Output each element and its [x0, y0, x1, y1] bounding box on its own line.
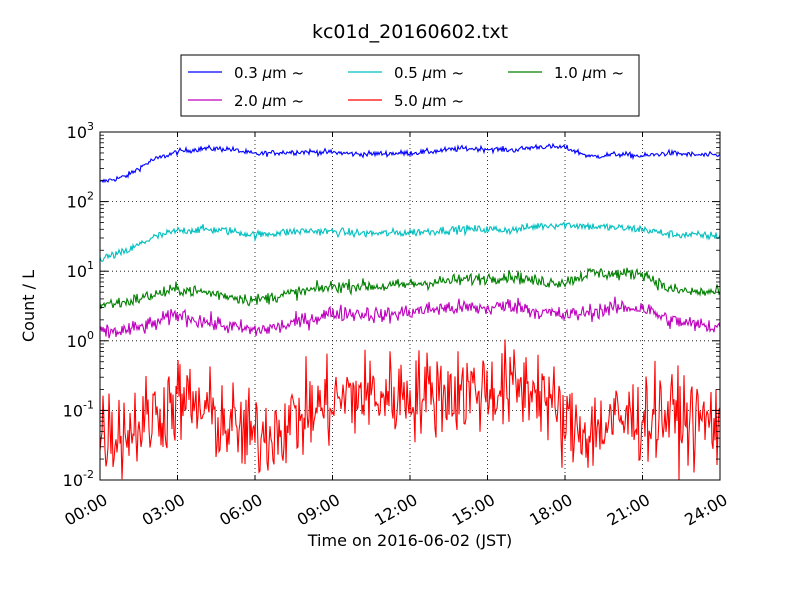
- legend-label-0.3: 0.3 μm ~: [234, 64, 304, 82]
- legend-label-0.5: 0.5 μm ~: [394, 64, 464, 82]
- axis-ticks: [99, 131, 721, 481]
- series-line-0.5: [100, 221, 720, 263]
- series-group: [100, 142, 720, 480]
- series-line-0.3: [100, 142, 720, 184]
- y-tick-label: 102: [67, 190, 94, 212]
- y-tick-label: 100: [67, 329, 94, 351]
- legend-label-2.0: 2.0 μm ~: [234, 92, 304, 110]
- series-line-2.0: [100, 296, 720, 339]
- y-tick-label: 10-1: [63, 398, 94, 420]
- x-axis-label: Time on 2016-06-02 (JST): [307, 531, 512, 550]
- y-tick-labels: 10-2 10-1 100 101 102 103: [63, 120, 94, 490]
- series-line-1.0: [100, 267, 720, 309]
- legend-label-5.0: 5.0 μm ~: [394, 92, 464, 110]
- y-tick-label: 103: [67, 120, 94, 142]
- y-tick-label: 10-2: [63, 468, 94, 490]
- legend: 0.3 μm ~ 0.5 μm ~ 1.0 μm ~ 2.0 μm ~ 5.0 μm ~: [180, 54, 640, 117]
- chart-title: kc01d_20160602.txt: [312, 21, 508, 43]
- series-line-5.0: [100, 339, 720, 480]
- legend-box: [180, 54, 640, 117]
- legend-label-1.0: 1.0 μm ~: [554, 64, 624, 82]
- y-axis-label: Count / L: [19, 270, 38, 342]
- y-tick-label: 101: [67, 259, 94, 281]
